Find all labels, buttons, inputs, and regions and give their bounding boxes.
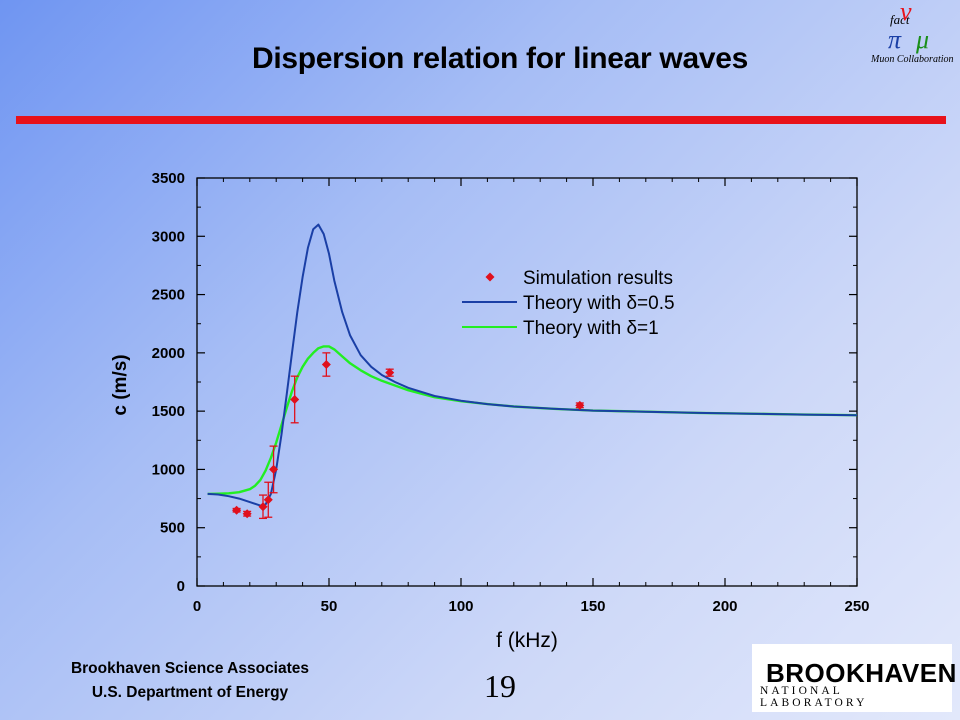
point-marker (321, 360, 331, 370)
theory-delta-0-5-line (207, 223, 858, 507)
series-points (232, 352, 585, 520)
simulation-point (242, 509, 252, 519)
nufact-logo-pi: π (888, 25, 902, 54)
nufact-logo-mu: μ (915, 25, 929, 54)
nufact-logo-nu: ν (900, 2, 912, 26)
point-marker (242, 509, 252, 519)
simulation-point (258, 494, 268, 520)
footer-organization: Brookhaven Science Associates U.S. Depar… (40, 657, 340, 705)
x-tick-label: 0 (193, 598, 201, 615)
y-tick-label: 1000 (152, 461, 185, 478)
y-tick-label: 2500 (152, 287, 185, 304)
simulation-point (290, 375, 300, 424)
point-marker (575, 400, 585, 410)
y-axis-label: c (m/s) (110, 354, 131, 415)
point-marker (290, 394, 300, 404)
axis-ticks (196, 177, 858, 587)
legend-label: Theory with δ=0.5 (523, 293, 675, 314)
point-marker (258, 502, 268, 512)
x-tick-label: 100 (448, 598, 473, 615)
point-marker (385, 368, 395, 378)
x-tick-label: 200 (712, 598, 737, 615)
point-marker (232, 505, 242, 515)
simulation-point (263, 481, 273, 518)
simulation-point (232, 505, 242, 515)
bnl-logo-name: BROOKHAVEN (766, 658, 957, 688)
legend-marker-simulation (485, 272, 495, 282)
simulation-point (321, 352, 331, 377)
brookhaven-logo: BROOKHAVEN NATIONAL LABORATORY (752, 644, 956, 712)
tick-labels: 0 50 100 150 200 2500500100015002000250030003… (152, 170, 870, 615)
y-tick-label: 0 (177, 578, 185, 595)
footer-line-2: U.S. Department of Energy (91, 684, 289, 701)
simulation-point (575, 400, 585, 410)
point-marker (269, 464, 279, 474)
nufact-logo-caption: Muon Collaboration (870, 54, 954, 65)
theory-delta-1-line (207, 345, 858, 496)
y-tick-label: 500 (160, 520, 185, 537)
title-rule (16, 116, 946, 124)
y-tick-label: 3000 (152, 228, 185, 245)
nufact-logo: fact ν π μ Muon Collaboration (870, 2, 954, 65)
point-marker (263, 495, 273, 505)
slide-title: Dispersion relation for linear waves (251, 42, 749, 75)
chart-legend: Simulation results Theory with δ=0.5 Theor… (462, 268, 675, 339)
nufact-logo-fact: fact (890, 12, 910, 27)
x-tick-label: 150 (580, 598, 605, 615)
x-tick-label: 50 (321, 598, 338, 615)
y-tick-label: 2000 (152, 345, 185, 362)
x-tick-label: 250 (844, 598, 869, 615)
y-tick-label: 3500 (152, 170, 185, 187)
series-lines (207, 223, 858, 507)
y-tick-label: 1500 (152, 403, 185, 420)
page-number: 19 (484, 668, 516, 704)
simulation-point (385, 368, 395, 378)
bnl-logo-subtitle: NATIONAL LABORATORY (760, 685, 868, 709)
x-axis-label: f (kHz) (496, 629, 558, 652)
simulation-point (269, 445, 279, 494)
footer-line-1: Brookhaven Science Associates (70, 660, 310, 677)
legend-label: Theory with δ=1 (523, 318, 659, 339)
legend-label: Simulation results (523, 268, 673, 289)
